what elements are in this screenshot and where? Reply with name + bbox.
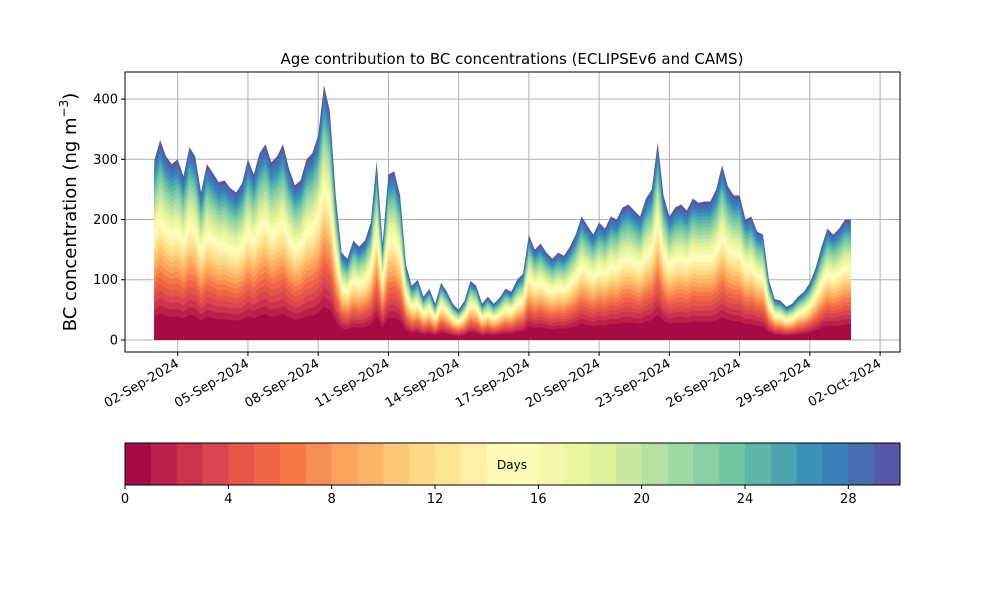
colorbar-tick-label: 8 <box>328 492 336 507</box>
colorbar-segment <box>254 443 281 485</box>
y-tick-label: 200 <box>93 213 118 228</box>
colorbar-tick-label: 0 <box>121 492 129 507</box>
colorbar-segment <box>822 443 849 485</box>
colorbar-segment <box>770 443 798 485</box>
colorbar-segment <box>460 443 488 485</box>
colorbar-segment <box>150 443 178 485</box>
colorbar-segment <box>305 443 333 485</box>
chart-title: Age contribution to BC concentrations (E… <box>281 50 744 68</box>
colorbar-segment <box>564 443 591 485</box>
x-tick-label: 17-Sep-2024 <box>453 356 533 411</box>
x-tick-label: 05-Sep-2024 <box>172 356 252 411</box>
colorbar-segment <box>538 443 565 485</box>
colorbar-segment <box>641 443 668 485</box>
x-tick-label: 11-Sep-2024 <box>313 356 393 411</box>
colorbar-segment <box>409 443 436 485</box>
colorbar-tick-label: 16 <box>530 492 547 507</box>
colorbar-segment <box>796 443 823 485</box>
colorbar-segment <box>667 443 694 485</box>
colorbar-segment <box>228 443 255 485</box>
colorbar-segment <box>874 443 901 485</box>
x-tick-label: 14-Sep-2024 <box>383 356 463 411</box>
y-tick-label: 300 <box>93 153 118 168</box>
y-axis-label-exponent: −3 <box>57 100 71 118</box>
colorbar-segment <box>280 443 307 485</box>
plot-frame <box>124 71 901 353</box>
x-tick-label: 29-Sep-2024 <box>734 356 814 411</box>
colorbar-tick-label: 20 <box>633 492 650 507</box>
x-tick-label: 23-Sep-2024 <box>594 356 674 411</box>
age-layer-day-0 <box>154 306 851 340</box>
x-tick-label: 02-Sep-2024 <box>102 356 182 411</box>
colorbar-segment <box>176 443 203 485</box>
y-axis-label-close: ) <box>60 93 81 100</box>
colorbar-tick-label: 4 <box>224 492 232 507</box>
x-axis: 02-Sep-202405-Sep-202408-Sep-202411-Sep-… <box>102 352 884 411</box>
colorbar-segment <box>745 443 772 485</box>
colorbar-segment <box>202 443 229 485</box>
colorbar-tick-label: 12 <box>427 492 444 507</box>
colorbar-label: Days <box>497 458 527 472</box>
colorbar-frame <box>124 442 901 486</box>
colorbar-segment <box>512 443 539 485</box>
colorbar-segment <box>357 443 384 485</box>
y-axis-label-text: BC concentration (ng m <box>60 117 81 331</box>
x-tick-label: 02-Oct-2024 <box>806 356 884 410</box>
y-tick-label: 0 <box>110 333 118 348</box>
colorbar-tick-label: 24 <box>737 492 754 507</box>
stacked-area-series <box>154 85 851 341</box>
colorbar-segment <box>615 443 643 485</box>
colorbar-segment <box>331 443 358 485</box>
x-tick-label: 26-Sep-2024 <box>664 356 744 411</box>
colorbar-segment <box>590 443 617 485</box>
colorbar: 0 4 8 12 16 20 24 28 <box>121 442 901 507</box>
colorbar-segment <box>693 443 720 485</box>
x-tick-label: 20-Sep-2024 <box>523 356 603 411</box>
colorbar-segment <box>719 443 746 485</box>
y-axis-label: BC concentration (ng m−3) <box>57 93 81 332</box>
colorbar-segment <box>486 443 513 485</box>
y-tick-label: 400 <box>93 93 118 108</box>
colorbar-segment <box>125 443 152 485</box>
colorbar-segment <box>848 443 875 485</box>
y-axis: 0 100 200 300 400 <box>93 93 125 348</box>
x-tick-label: 08-Sep-2024 <box>242 356 322 411</box>
colorbar-tick-label: 28 <box>840 492 857 507</box>
colorbar-segment <box>383 443 410 485</box>
y-tick-label: 100 <box>93 273 118 288</box>
colorbar-segment <box>435 443 462 485</box>
